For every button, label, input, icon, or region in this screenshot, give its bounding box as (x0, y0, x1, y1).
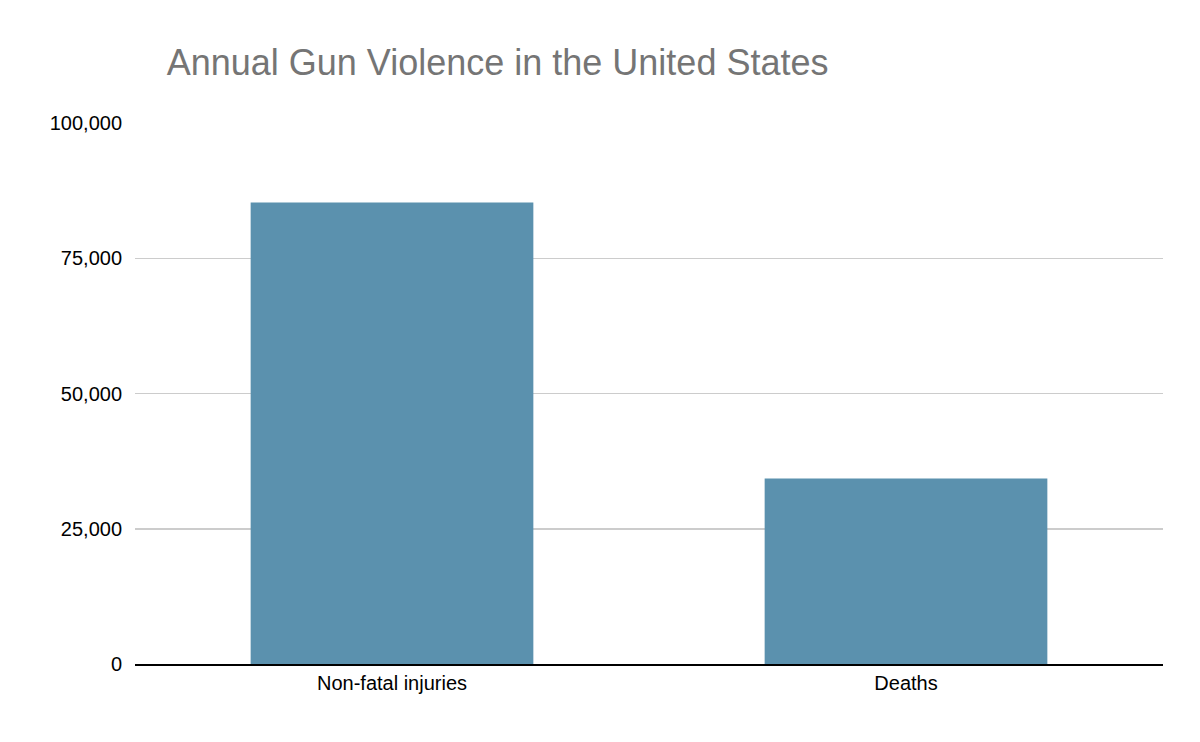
svg-text:100,000: 100,000 (50, 112, 122, 134)
svg-text:Deaths: Deaths (874, 672, 937, 694)
svg-text:Annual Gun Violence in the Uni: Annual Gun Violence in the United States (167, 42, 829, 83)
svg-text:0: 0 (111, 653, 122, 675)
svg-text:50,000: 50,000 (61, 383, 122, 405)
svg-text:25,000: 25,000 (61, 518, 122, 540)
svg-text:75,000: 75,000 (61, 247, 122, 269)
svg-text:Non-fatal injuries: Non-fatal injuries (317, 672, 467, 694)
